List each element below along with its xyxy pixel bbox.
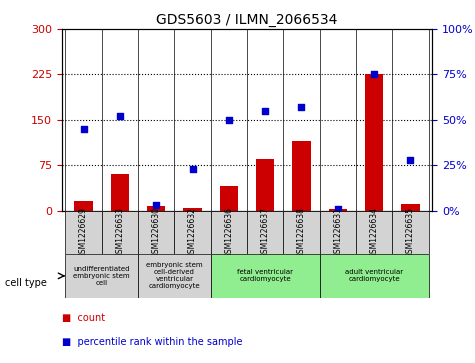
Text: cell type: cell type: [5, 278, 47, 288]
FancyBboxPatch shape: [247, 211, 283, 254]
Text: adult ventricular
cardiomyocyte: adult ventricular cardiomyocyte: [345, 269, 403, 282]
Point: [152, 202, 160, 208]
FancyBboxPatch shape: [283, 211, 320, 254]
FancyBboxPatch shape: [356, 211, 392, 254]
Point: [189, 166, 196, 172]
Point: [116, 113, 124, 119]
Bar: [75, 201, 93, 211]
Text: GSM1226638: GSM1226638: [297, 207, 306, 258]
Point: [334, 206, 342, 212]
Text: GSM1226633: GSM1226633: [115, 207, 124, 258]
FancyBboxPatch shape: [392, 211, 428, 254]
Bar: [365, 74, 383, 211]
Text: GSM1226629: GSM1226629: [79, 207, 88, 258]
Text: GSM1226637: GSM1226637: [261, 207, 270, 258]
Bar: [147, 206, 165, 211]
Bar: [293, 141, 311, 211]
Title: GDS5603 / ILMN_2066534: GDS5603 / ILMN_2066534: [156, 13, 338, 26]
Text: GSM1226634: GSM1226634: [370, 207, 379, 258]
FancyBboxPatch shape: [211, 211, 247, 254]
Text: GSM1226636: GSM1226636: [224, 207, 233, 258]
FancyBboxPatch shape: [174, 211, 211, 254]
Text: GSM1226631: GSM1226631: [333, 207, 342, 258]
FancyBboxPatch shape: [102, 211, 138, 254]
FancyBboxPatch shape: [66, 211, 102, 254]
Text: GSM1226630: GSM1226630: [152, 207, 161, 258]
FancyBboxPatch shape: [211, 254, 320, 298]
FancyBboxPatch shape: [138, 254, 211, 298]
Text: ■  count: ■ count: [62, 313, 105, 323]
Bar: [220, 186, 238, 211]
Text: fetal ventricular
cardiomyocyte: fetal ventricular cardiomyocyte: [237, 269, 293, 282]
Bar: [256, 159, 274, 211]
FancyBboxPatch shape: [66, 254, 138, 298]
Bar: [329, 209, 347, 211]
Text: GSM1226635: GSM1226635: [406, 207, 415, 258]
Point: [80, 126, 87, 132]
Point: [370, 72, 378, 77]
Bar: [183, 208, 201, 211]
Point: [298, 104, 305, 110]
Text: ■  percentile rank within the sample: ■ percentile rank within the sample: [62, 337, 242, 347]
Text: undifferentiated
embryonic stem
cell: undifferentiated embryonic stem cell: [74, 266, 130, 286]
FancyBboxPatch shape: [138, 211, 174, 254]
FancyBboxPatch shape: [320, 254, 428, 298]
Bar: [111, 174, 129, 211]
Point: [407, 157, 414, 163]
Text: embryonic stem
cell-derived
ventricular
cardiomyocyte: embryonic stem cell-derived ventricular …: [146, 262, 203, 289]
Point: [261, 108, 269, 114]
Text: GSM1226632: GSM1226632: [188, 207, 197, 258]
Point: [225, 117, 233, 123]
Bar: [401, 204, 419, 211]
FancyBboxPatch shape: [320, 211, 356, 254]
